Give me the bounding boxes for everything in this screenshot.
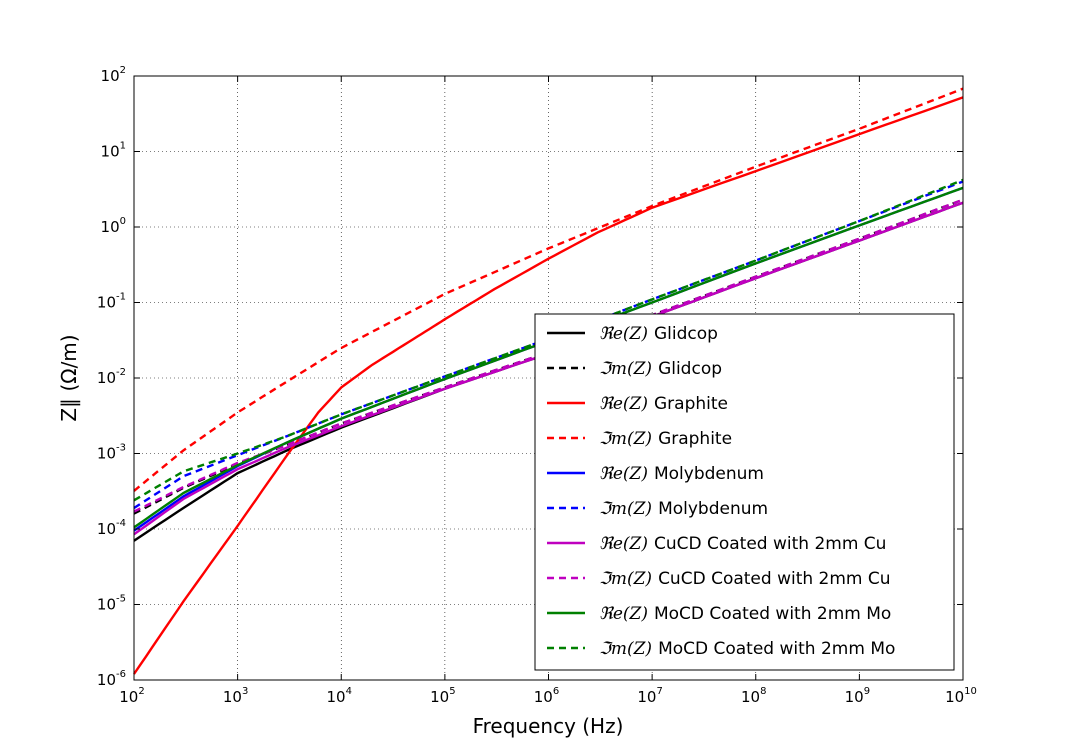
x-tick-label: 1010 bbox=[945, 686, 977, 706]
x-tick-label: 109 bbox=[845, 686, 870, 706]
series-line-2 bbox=[133, 96, 964, 675]
legend-entry-5: ℑm(Z) Molybdenum bbox=[599, 499, 768, 519]
y-tick-label: 102 bbox=[101, 65, 126, 85]
x-tick-label: 107 bbox=[637, 686, 662, 706]
y-tick-label: 10-1 bbox=[97, 292, 126, 312]
series-lines bbox=[133, 87, 964, 675]
series-line-6 bbox=[133, 201, 964, 536]
series-line-5 bbox=[133, 180, 964, 510]
x-tick-label: 108 bbox=[741, 686, 766, 706]
x-tick-label: 105 bbox=[430, 686, 455, 706]
legend-entry-4: ℜe(Z) Molybdenum bbox=[599, 464, 764, 484]
x-axis-label: Frequency (Hz) bbox=[473, 714, 624, 738]
y-tick-label: 101 bbox=[101, 141, 126, 161]
legend-box bbox=[534, 313, 955, 671]
grid-lines bbox=[134, 76, 963, 680]
y-tick-label: 100 bbox=[101, 216, 126, 236]
x-tick-label: 106 bbox=[534, 686, 559, 706]
series-line-7 bbox=[133, 198, 964, 513]
y-tick-label: 10-4 bbox=[97, 518, 126, 538]
legend-entry-7: ℑm(Z) CuCD Coated with 2mm Cu bbox=[599, 569, 891, 589]
y-tick-label: 10-6 bbox=[97, 669, 126, 689]
x-tick-label: 104 bbox=[327, 686, 352, 706]
y-axis-label: Z∥ (Ω/m) bbox=[57, 334, 81, 421]
y-tick-label: 10-5 bbox=[97, 594, 126, 614]
legend-entry-3: ℑm(Z) Graphite bbox=[599, 429, 732, 449]
y-tick-label: 10-2 bbox=[97, 367, 126, 387]
legend-entry-2: ℜe(Z) Graphite bbox=[599, 394, 728, 414]
x-tick-label: 103 bbox=[223, 686, 248, 706]
legend: ℜe(Z) Glidcop ℑm(Z) Glidcop ℜe(Z) Graphite ℑm(… bbox=[534, 313, 955, 671]
legend-entry-1: ℑm(Z) Glidcop bbox=[599, 359, 722, 379]
legend-entry-6: ℜe(Z) CuCD Coated with 2mm Cu bbox=[599, 534, 886, 554]
series-line-3 bbox=[133, 87, 964, 492]
x-tick-label: 102 bbox=[119, 686, 144, 706]
y-tick-label: 10-3 bbox=[97, 443, 126, 463]
legend-entry-8: ℜe(Z) MoCD Coated with 2mm Mo bbox=[599, 604, 891, 624]
axis-ticks: 102 103 104 105 106 107 108 109 1010 10-6 10-5 10-4… bbox=[97, 65, 977, 706]
series-line-8 bbox=[133, 186, 964, 529]
legend-entry-9: ℑm(Z) MoCD Coated with 2mm Mo bbox=[599, 639, 895, 659]
legend-entry-0: ℜe(Z) Glidcop bbox=[599, 324, 718, 344]
